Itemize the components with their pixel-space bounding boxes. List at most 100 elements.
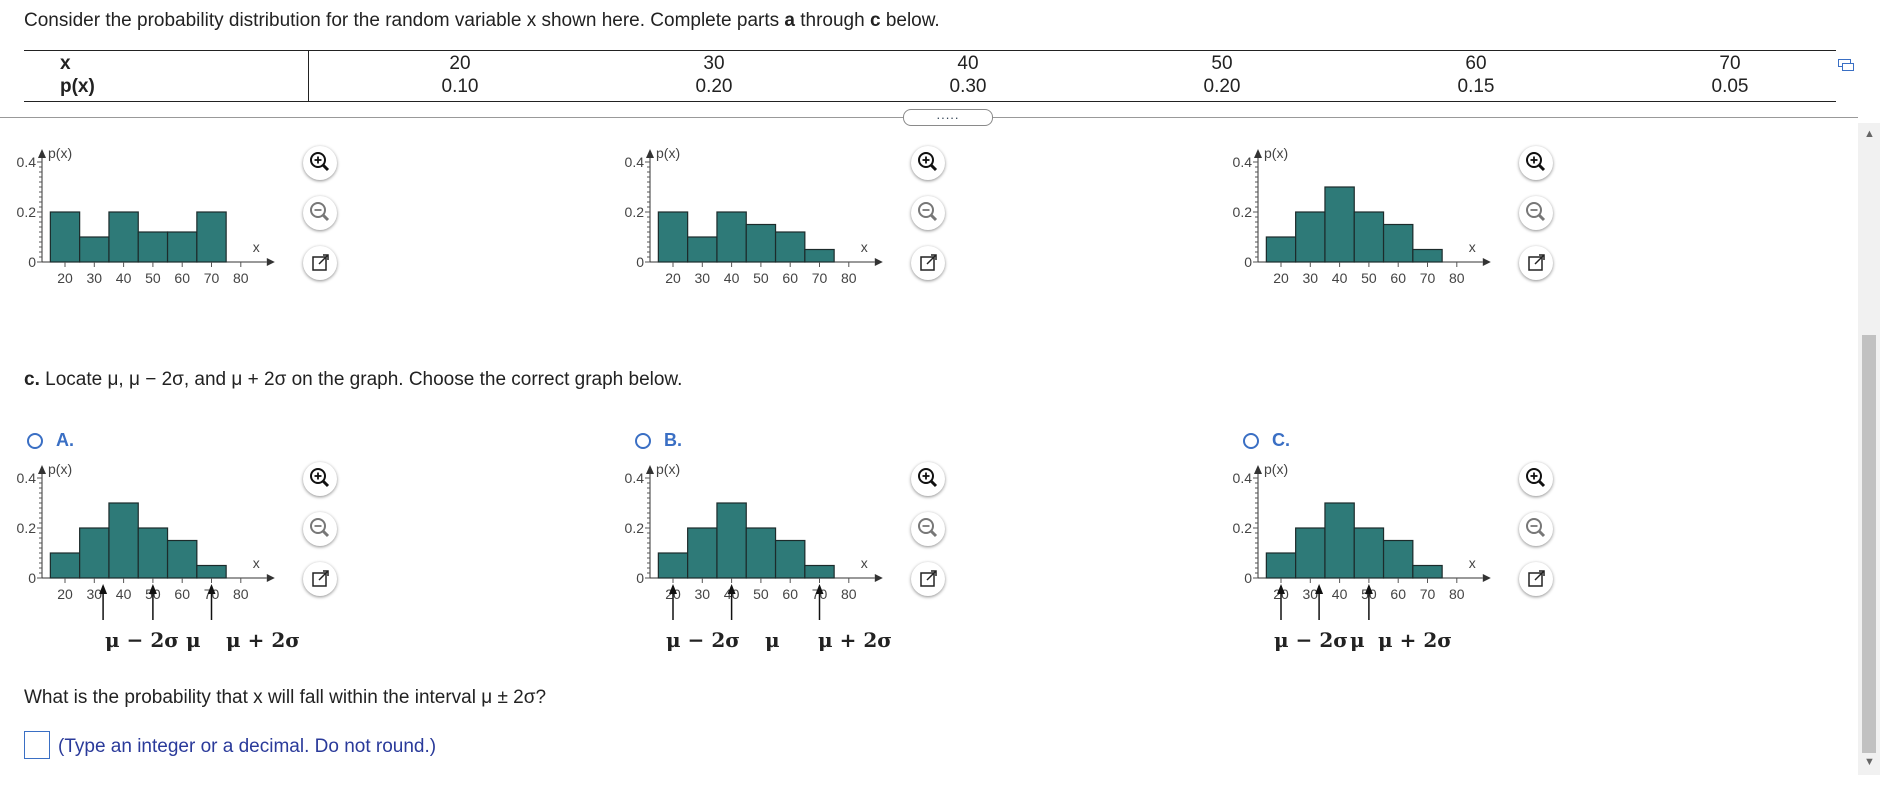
mu-label: μ xyxy=(765,628,780,652)
scrollbar-thumb[interactable] xyxy=(1862,335,1876,753)
p-value: 0.10 xyxy=(441,76,479,97)
histogram-bar xyxy=(1382,539,1414,579)
x-tick-label: 80 xyxy=(1449,270,1465,286)
popout-arrow-line xyxy=(1534,570,1545,581)
zoom-out-icon-glyph xyxy=(918,202,938,222)
popout-icon-glyph xyxy=(312,254,329,271)
px-header: p(x) xyxy=(60,76,95,97)
popout-arrowhead xyxy=(931,570,937,576)
magnifier-handle xyxy=(929,213,938,222)
x-axis-arrow xyxy=(266,258,275,266)
zoom-in-icon[interactable] xyxy=(911,146,945,180)
magnifier-handle xyxy=(929,479,938,488)
table-copy-icon[interactable] xyxy=(1838,55,1854,71)
y-tick-label: 0 xyxy=(636,570,644,586)
popout-arrowhead xyxy=(323,254,329,260)
mu-minus-2sigma-label: μ − 2σ xyxy=(1274,628,1348,652)
zoom-in-icon[interactable] xyxy=(303,146,337,180)
x-tick-label: 80 xyxy=(1449,586,1465,602)
histogram-bar xyxy=(687,236,718,263)
scroll-down-icon[interactable]: ▼ xyxy=(1864,756,1875,768)
histogram-bar xyxy=(196,211,227,263)
popout-icon[interactable] xyxy=(911,562,945,596)
popout-icon[interactable] xyxy=(303,562,337,596)
y-tick-label: 0.2 xyxy=(1233,520,1253,536)
y-tick-label: 0.2 xyxy=(17,520,37,536)
x-value: 40 xyxy=(957,53,979,74)
magnifier-lens xyxy=(918,468,934,484)
y-axis-label: p(x) xyxy=(48,145,72,161)
y-tick-label: 0.4 xyxy=(17,154,37,170)
zoom-in-icon[interactable] xyxy=(303,462,337,496)
zoom-in-icon[interactable] xyxy=(1519,146,1553,180)
histogram-bar xyxy=(1265,236,1297,263)
popout-box xyxy=(920,256,935,271)
popout-icon[interactable] xyxy=(911,246,945,280)
y-tick-label: 0.4 xyxy=(1233,154,1253,170)
zoom-out-icon[interactable] xyxy=(1519,196,1553,230)
p-value: 0.05 xyxy=(1711,76,1749,97)
histogram-bar xyxy=(1353,527,1385,579)
option-c-a-letter: A. xyxy=(56,430,74,450)
zoom-out-icon[interactable] xyxy=(911,196,945,230)
y-tick-label: 0.2 xyxy=(625,520,645,536)
histogram-bar xyxy=(79,236,110,263)
popout-icon[interactable] xyxy=(1519,562,1553,596)
option-c-b-letter: B. xyxy=(664,430,682,450)
histogram-bar xyxy=(1382,223,1414,263)
zoom-in-icon-glyph xyxy=(310,152,330,172)
p-value: 0.15 xyxy=(1457,76,1495,97)
popout-icon-glyph xyxy=(312,570,329,587)
y-axis-label: p(x) xyxy=(1264,145,1288,161)
x-tick-label: 60 xyxy=(174,270,190,286)
option-c-b-radio[interactable] xyxy=(635,433,651,449)
magnifier-handle xyxy=(321,163,330,172)
y-axis-label: p(x) xyxy=(656,461,680,477)
zoom-in-icon-glyph xyxy=(310,468,330,488)
x-tick-label: 70 xyxy=(1420,586,1436,602)
histogram-bar xyxy=(166,539,198,579)
histogram-bar xyxy=(745,223,777,263)
magnifier-handle xyxy=(929,163,938,172)
zoom-in-icon[interactable] xyxy=(911,462,945,496)
popout-icon[interactable] xyxy=(1519,246,1553,280)
zoom-out-icon[interactable] xyxy=(1519,512,1553,546)
mu-label: μ xyxy=(186,628,201,652)
scroll-up-icon[interactable]: ▲ xyxy=(1864,128,1875,140)
histogram-bar xyxy=(774,539,806,579)
popout-box xyxy=(920,572,935,587)
popout-icon-glyph xyxy=(920,570,937,587)
zoom-out-icon[interactable] xyxy=(303,196,337,230)
x-value: 30 xyxy=(703,53,725,74)
mu-marker-arrowhead xyxy=(1364,584,1373,594)
expand-handle[interactable]: ..... xyxy=(903,108,993,126)
answer-input[interactable] xyxy=(24,731,50,759)
popout-icon-glyph xyxy=(1528,254,1545,271)
x-tick-label: 40 xyxy=(1332,586,1348,602)
x-tick-label: 50 xyxy=(753,586,769,602)
mu-marker-arrowhead xyxy=(669,584,677,594)
zoom-in-icon[interactable] xyxy=(1519,462,1553,496)
popout-arrowhead xyxy=(931,254,937,260)
y-tick-label: 0 xyxy=(636,254,644,270)
zoom-in-icon-glyph xyxy=(918,152,938,172)
x-axis-label: x xyxy=(1469,555,1476,571)
zoom-out-icon[interactable] xyxy=(911,512,945,546)
histogram-bar xyxy=(1295,211,1326,263)
x-tick-label: 30 xyxy=(1303,586,1319,602)
x-axis-label: x xyxy=(861,555,868,571)
zoom-out-icon[interactable] xyxy=(303,512,337,546)
y-tick-label: 0.2 xyxy=(1233,204,1253,220)
option-c-c-radio[interactable] xyxy=(1243,433,1259,449)
histogram-bar xyxy=(196,564,227,579)
y-tick-label: 0.4 xyxy=(625,470,645,486)
magnifier-lens xyxy=(1526,518,1542,534)
x-tick-label: 80 xyxy=(233,270,249,286)
popout-icon[interactable] xyxy=(303,246,337,280)
magnifier-handle xyxy=(929,529,938,538)
option-c-a-radio[interactable] xyxy=(27,433,43,449)
x-tick-label: 60 xyxy=(1390,270,1406,286)
popout-box xyxy=(1528,572,1543,587)
magnifier-lens xyxy=(310,518,326,534)
histogram-bar xyxy=(1412,564,1443,579)
